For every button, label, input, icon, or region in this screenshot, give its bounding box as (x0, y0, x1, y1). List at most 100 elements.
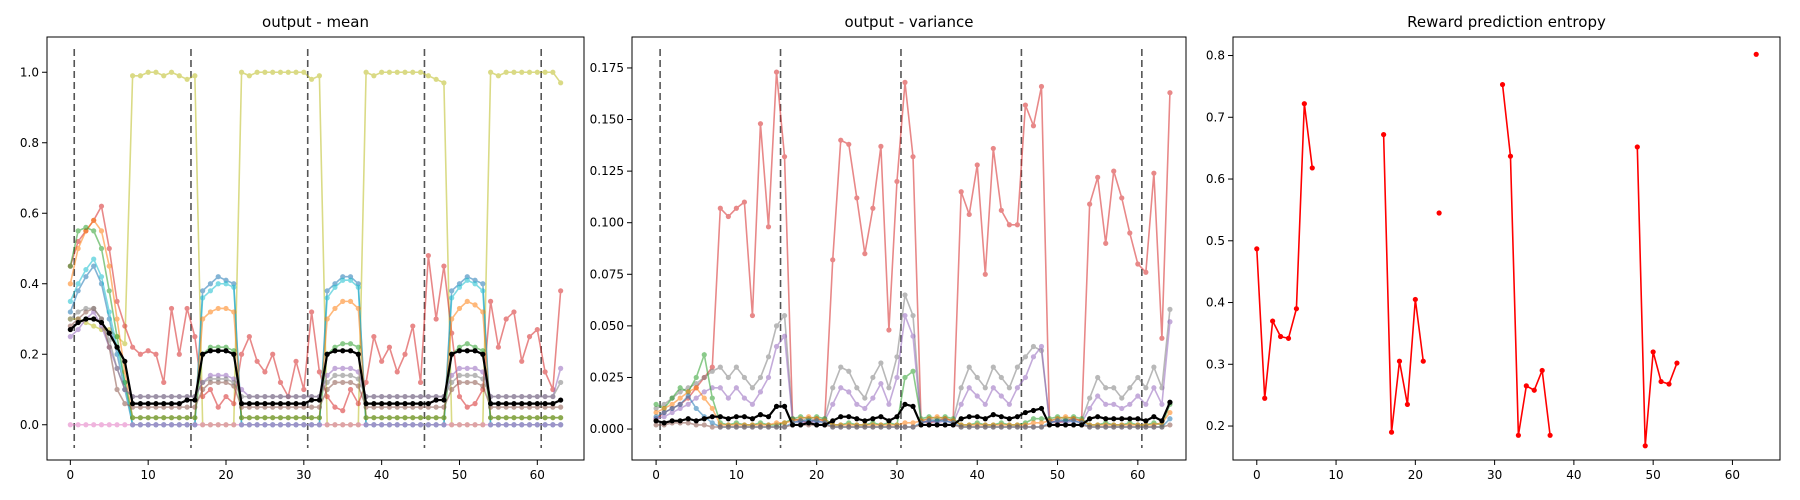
data-point (1038, 343, 1045, 350)
data-point (83, 267, 89, 273)
data-point (503, 316, 509, 322)
data-point (75, 422, 81, 428)
data-point (480, 376, 486, 382)
data-point (526, 69, 533, 75)
data-point (862, 418, 868, 424)
data-point (741, 414, 748, 420)
data-point (701, 416, 707, 422)
data-point (765, 424, 772, 430)
data-point (511, 69, 517, 75)
data-point (725, 213, 731, 220)
data-point (122, 358, 128, 364)
data-point (765, 374, 772, 381)
data-point (184, 76, 190, 82)
data-point (91, 323, 97, 329)
data-point (153, 401, 159, 407)
data-point (246, 422, 252, 428)
data-point (480, 369, 486, 375)
data-point (332, 422, 338, 428)
data-point (910, 368, 916, 374)
data-point (846, 414, 852, 420)
data-point (773, 69, 780, 75)
data-point (379, 401, 385, 407)
data-point (215, 376, 221, 382)
data-point (145, 415, 151, 421)
data-point (316, 397, 322, 403)
data-point (456, 422, 463, 428)
data-point (725, 416, 731, 422)
data-point (231, 379, 237, 386)
data-point (285, 69, 291, 75)
data-point (270, 393, 276, 400)
data-point (433, 76, 439, 82)
data-point (1022, 424, 1029, 430)
data-point (246, 415, 252, 421)
data-point (757, 374, 764, 381)
plot-area (67, 49, 564, 448)
x-tick-label: 60 (530, 468, 545, 482)
data-point (709, 405, 715, 412)
data-point (982, 385, 988, 391)
data-point (757, 389, 764, 395)
data-point (417, 422, 424, 428)
data-point (67, 309, 73, 315)
data-point (371, 401, 377, 407)
data-point (709, 368, 715, 374)
data-point (526, 393, 533, 400)
data-point (693, 418, 699, 424)
data-point (98, 245, 105, 252)
data-point (966, 414, 972, 420)
data-point (410, 422, 416, 428)
data-point (503, 415, 509, 421)
data-point (1127, 424, 1133, 430)
data-point (277, 415, 284, 421)
data-point (184, 422, 190, 428)
data-point (417, 393, 424, 400)
data-point (878, 381, 884, 387)
data-point (1547, 432, 1553, 438)
data-point (215, 274, 221, 280)
data-point (998, 414, 1004, 420)
x-tick-label: 0 (67, 468, 75, 482)
data-point (410, 393, 416, 400)
data-point (394, 415, 400, 421)
data-point (918, 422, 924, 428)
data-point (91, 263, 97, 269)
data-point (137, 401, 143, 407)
data-point (1030, 416, 1037, 422)
data-point (122, 323, 128, 329)
data-point (347, 348, 354, 354)
data-point (130, 344, 136, 350)
data-point (1119, 424, 1125, 430)
data-point (130, 415, 136, 421)
data-point (966, 364, 972, 370)
data-point (1151, 385, 1157, 391)
data-point (990, 145, 996, 152)
data-point (701, 352, 707, 358)
data-point (542, 393, 548, 400)
data-point (192, 422, 198, 428)
data-point (669, 395, 675, 401)
data-point (277, 401, 284, 407)
x-tick-label: 10 (1328, 468, 1343, 482)
data-point (488, 401, 494, 407)
data-point (982, 401, 988, 407)
data-point (1070, 422, 1077, 428)
data-point (1014, 414, 1020, 420)
data-point (733, 364, 739, 370)
data-point (1030, 424, 1037, 430)
data-point (184, 404, 190, 410)
data-point (309, 76, 315, 82)
data-point (1404, 401, 1411, 408)
data-point (757, 424, 764, 430)
data-point (503, 69, 509, 75)
data-point (1167, 90, 1173, 96)
data-point (958, 424, 964, 430)
data-point (1523, 383, 1529, 389)
data-point (717, 424, 723, 430)
data-point (75, 281, 81, 287)
data-point (982, 424, 988, 430)
data-point (1135, 261, 1141, 267)
data-point (669, 405, 675, 412)
data-point (550, 422, 556, 428)
